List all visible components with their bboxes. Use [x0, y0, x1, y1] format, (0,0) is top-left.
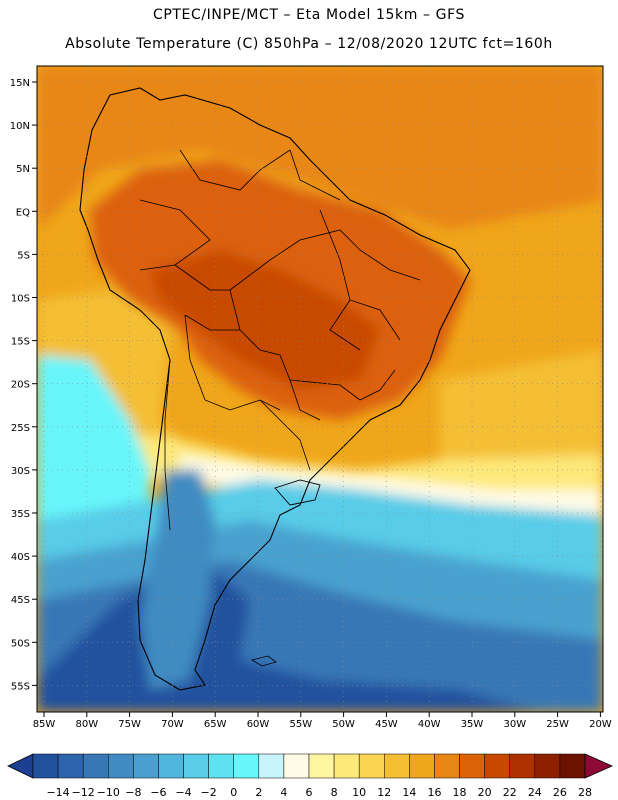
- latitude-labels: 15N 10N 5N EQ 5S 10S 15S 20S 25S 30S 35S 40S 45S 50S 5…: [10, 78, 37, 692]
- lat-label: 15S: [11, 337, 30, 348]
- colorbar-label: 28: [578, 786, 592, 799]
- colorbar-swatch: [559, 753, 586, 779]
- colorbar-swatch: [108, 753, 134, 779]
- colorbar-label: 24: [528, 786, 542, 799]
- map-frame: [36, 65, 604, 713]
- field-land-hottest: [150, 250, 380, 390]
- colorbar-swatch: [333, 753, 360, 779]
- lon-label: 20W: [589, 719, 612, 730]
- lon-label: 85W: [33, 719, 56, 730]
- lon-label: 50W: [332, 719, 355, 730]
- lon-label: 70W: [161, 719, 184, 730]
- coastline: [79, 87, 471, 691]
- lat-label: 50S: [11, 638, 30, 649]
- longitude-labels: 85W 80W 75W 70W 65W 60W 55W 50W 45W 40W 35W 30W 25W 2…: [33, 712, 612, 730]
- chart-title-line-2: Absolute Temperature (C) 850hPa – 12/08/…: [65, 36, 553, 52]
- colorbar-swatch: [258, 753, 285, 779]
- colorbar-swatch: [484, 753, 510, 779]
- lat-label: 5S: [17, 250, 30, 261]
- field-band-atlantic-yellow: [440, 350, 603, 470]
- colorbar-label: 20: [478, 786, 492, 799]
- colorbar-label: 18: [453, 786, 467, 799]
- lat-label: 10S: [11, 294, 30, 305]
- colorbar-label: 2: [255, 786, 262, 799]
- chart-title-line-1: CPTEC/INPE/MCT – Eta Model 15km – GFS: [152, 7, 466, 23]
- colorbar-swatch: [158, 753, 184, 779]
- colorbar-label: −4: [175, 786, 191, 799]
- lat-label: 20S: [11, 380, 30, 391]
- lat-label: 55S: [11, 681, 30, 692]
- lon-label: 60W: [247, 719, 270, 730]
- colorbar-swatch: [534, 753, 561, 779]
- lat-label: 25S: [11, 423, 30, 434]
- colorbar-swatch: [57, 753, 84, 779]
- lon-label: 55W: [289, 719, 312, 730]
- colorbar-swatch: [32, 753, 59, 779]
- lat-label: 15N: [10, 78, 30, 89]
- colorbar-label: 22: [503, 786, 517, 799]
- lon-label: 35W: [461, 719, 484, 730]
- temperature-field: [37, 66, 603, 712]
- lat-label: 35S: [11, 509, 30, 520]
- colorbar-label: −12: [72, 786, 95, 799]
- colorbar-label: 14: [402, 786, 416, 799]
- falkland-islands: [250, 655, 277, 667]
- colorbar-arrow-right: [584, 753, 613, 779]
- colorbar-swatch: [459, 753, 485, 779]
- field-land-patagonia: [140, 470, 215, 690]
- colorbar-swatch: [133, 753, 159, 779]
- rio-de-la-plata: [274, 479, 321, 506]
- colorbar-label: −14: [46, 786, 69, 799]
- colorbar-swatch: [384, 753, 410, 779]
- lon-label: 25W: [546, 719, 569, 730]
- country-borders: [139, 149, 421, 531]
- colorbar-swatch: [208, 753, 234, 779]
- colorbar-label: 0: [230, 786, 237, 799]
- field-band-nw: [37, 66, 603, 230]
- colorbar-label: 8: [331, 786, 338, 799]
- colorbar-swatch: [283, 753, 310, 779]
- lon-label: 80W: [75, 719, 98, 730]
- colorbar-label: −10: [97, 786, 120, 799]
- colorbar-swatch: [434, 753, 460, 779]
- colorbar-label: −2: [201, 786, 217, 799]
- colorbar-label: 6: [306, 786, 313, 799]
- colorbar-label: −6: [150, 786, 166, 799]
- colorbar-arrow-left: [7, 753, 34, 779]
- colorbar-swatch: [358, 753, 385, 779]
- lon-label: 40W: [418, 719, 441, 730]
- colorbar-label: 4: [280, 786, 287, 799]
- lat-label: 10N: [10, 121, 30, 132]
- colorbar-swatch: [308, 753, 335, 779]
- lon-label: 30W: [503, 719, 526, 730]
- lon-label: 75W: [118, 719, 141, 730]
- lat-label: 5N: [16, 164, 30, 175]
- colorbar-labels: −14 −12 −10 −8 −6 −4 −2 0 2 4 6 8 10 12 14 16 18 20 22 24 26…: [46, 786, 592, 799]
- colorbar-label: −8: [125, 786, 141, 799]
- lat-label: 40S: [11, 552, 30, 563]
- colorbar-swatch: [233, 753, 260, 779]
- lon-label: 65W: [204, 719, 227, 730]
- colorbar-swatch: [409, 753, 435, 779]
- colorbar: [7, 753, 613, 779]
- colorbar-swatch: [509, 753, 536, 779]
- lat-label: 30S: [11, 466, 30, 477]
- lon-label: 45W: [375, 719, 398, 730]
- field-band-pacific-cyan: [37, 355, 150, 540]
- colorbar-label: 12: [377, 786, 391, 799]
- colorbar-label: 16: [427, 786, 441, 799]
- field-band-cream: [180, 455, 603, 520]
- colorbar-label: 26: [553, 786, 567, 799]
- colorbar-label: 10: [352, 786, 366, 799]
- lat-label: EQ: [16, 207, 30, 218]
- colorbar-swatch: [183, 753, 209, 779]
- colorbar-swatch: [82, 753, 109, 779]
- lat-label: 45S: [11, 595, 30, 606]
